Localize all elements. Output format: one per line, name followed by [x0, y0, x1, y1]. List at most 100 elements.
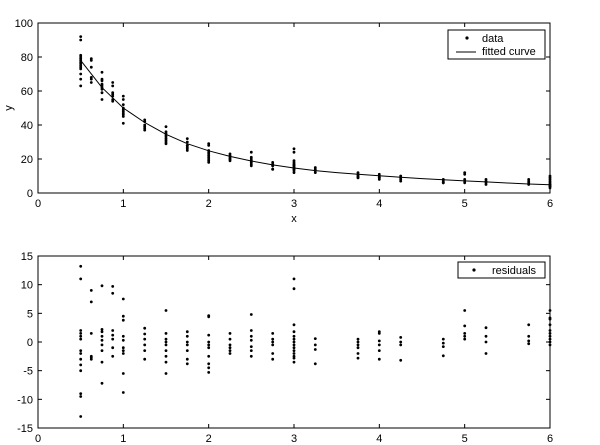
- residual-point: [356, 352, 360, 355]
- residual-point: [228, 352, 232, 355]
- residual-point: [313, 337, 317, 340]
- residual-point: [79, 357, 83, 361]
- x-tick-label: 1: [120, 433, 126, 445]
- residuals-plot: 0 1 2 3 4 5 6 -15 -10 -5 0 5 10 15 residuals: [17, 251, 553, 445]
- data-point: [548, 186, 552, 190]
- y-axis-label: y: [3, 105, 15, 111]
- data-point: [207, 161, 211, 164]
- y-tick-label: 0: [27, 337, 33, 349]
- data-point: [121, 103, 125, 106]
- legend: residuals: [457, 261, 546, 279]
- residual-point: [121, 314, 125, 318]
- residual-point: [207, 340, 211, 344]
- x-tick-label: 5: [462, 433, 468, 445]
- data-point: [121, 98, 125, 101]
- residual-point: [79, 264, 83, 268]
- residual-point: [292, 323, 296, 327]
- residual-point: [271, 337, 275, 341]
- residual-point: [89, 289, 93, 292]
- residual-point: [377, 349, 381, 352]
- residual-point: [292, 349, 296, 352]
- data-point: [100, 70, 104, 74]
- residual-point: [111, 337, 115, 341]
- residual-point: [527, 342, 531, 346]
- residual-point: [441, 341, 445, 345]
- residual-point: [463, 332, 467, 335]
- residual-point: [313, 348, 317, 351]
- data-point: [111, 81, 115, 84]
- residual-point: [79, 395, 83, 398]
- data-point: [356, 176, 360, 180]
- y-tick-label: -15: [17, 423, 33, 435]
- residual-point: [89, 300, 93, 304]
- residual-point: [441, 354, 445, 358]
- residual-point: [228, 346, 232, 350]
- residual-point: [207, 346, 211, 350]
- data-point: [207, 144, 211, 147]
- residual-point: [185, 349, 189, 352]
- data-point: [121, 121, 125, 125]
- residual-point: [228, 349, 232, 352]
- residual-point: [399, 358, 403, 362]
- residual-point: [79, 415, 83, 418]
- residual-point: [79, 337, 83, 341]
- residual-point: [121, 349, 125, 352]
- residual-point: [164, 343, 168, 347]
- residual-point: [100, 343, 104, 347]
- data-point: [79, 38, 83, 42]
- residual-point: [164, 309, 168, 312]
- residual-point: [143, 337, 147, 341]
- residual-point: [111, 333, 115, 337]
- residual-point: [79, 329, 83, 332]
- legend-data-marker: [465, 36, 469, 40]
- x-tick-label: 5: [462, 198, 468, 210]
- x-tick-label: 0: [35, 433, 41, 445]
- residual-point: [100, 338, 104, 342]
- data-point: [79, 72, 83, 76]
- residual-point: [399, 336, 403, 339]
- residual-point: [79, 332, 83, 335]
- data-point: [185, 140, 189, 144]
- residual-point: [463, 334, 467, 338]
- data-point: [100, 79, 104, 83]
- residual-point: [249, 329, 253, 332]
- x-tick-label: 3: [291, 198, 297, 210]
- data-point: [164, 142, 168, 146]
- x-tick-label: 6: [547, 198, 553, 210]
- residual-point: [143, 349, 147, 352]
- residual-point: [548, 329, 552, 332]
- legend-residuals-marker: [472, 268, 476, 272]
- x-tick-label: 1: [120, 198, 126, 210]
- residual-point: [292, 330, 296, 334]
- legend-box: [447, 29, 546, 60]
- residual-point: [100, 328, 104, 331]
- data-point: [79, 84, 83, 88]
- residual-point: [356, 340, 360, 344]
- residual-point: [527, 339, 531, 343]
- residual-point: [313, 343, 317, 347]
- x-tick-label: 6: [547, 433, 553, 445]
- residual-marks: [79, 264, 552, 418]
- y-tick-label: 10: [21, 280, 33, 292]
- residual-point: [228, 343, 232, 347]
- x-tick-label: 2: [206, 433, 212, 445]
- residual-point: [100, 284, 104, 288]
- residual-point: [484, 340, 488, 344]
- residual-point: [207, 366, 211, 370]
- residual-point: [185, 343, 189, 347]
- data-point: [463, 181, 467, 185]
- residual-point: [313, 362, 317, 366]
- residual-point: [548, 340, 552, 344]
- residual-point: [111, 285, 115, 288]
- residual-point: [292, 360, 296, 364]
- residual-point: [377, 357, 381, 361]
- y-tick-label: 15: [21, 251, 33, 263]
- data-point: [121, 115, 125, 118]
- residual-point: [292, 343, 296, 347]
- residual-point: [292, 287, 296, 291]
- residual-point: [100, 360, 104, 364]
- residual-point: [79, 392, 83, 395]
- x-tick-label: 3: [291, 433, 297, 445]
